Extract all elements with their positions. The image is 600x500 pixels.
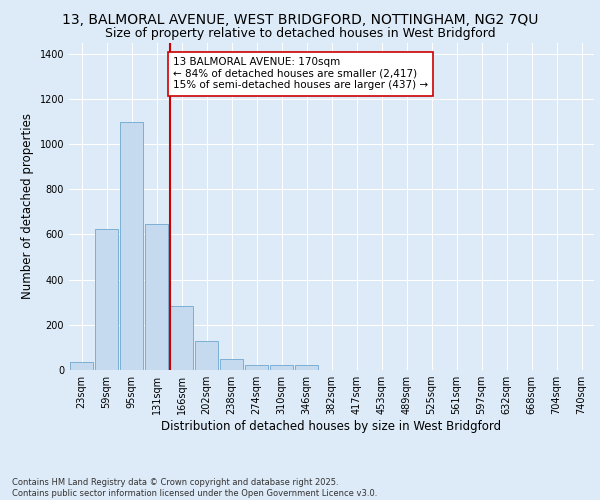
Bar <box>195 340 218 370</box>
Y-axis label: Number of detached properties: Number of detached properties <box>21 114 34 299</box>
X-axis label: Distribution of detached houses by size in West Bridgford: Distribution of detached houses by size … <box>161 420 502 433</box>
Bar <box>270 366 293 370</box>
Bar <box>295 366 318 370</box>
Bar <box>120 122 143 370</box>
Bar <box>220 358 243 370</box>
Text: Size of property relative to detached houses in West Bridgford: Size of property relative to detached ho… <box>104 28 496 40</box>
Text: 13, BALMORAL AVENUE, WEST BRIDGFORD, NOTTINGHAM, NG2 7QU: 13, BALMORAL AVENUE, WEST BRIDGFORD, NOT… <box>62 12 538 26</box>
Bar <box>70 362 93 370</box>
Bar <box>245 366 268 370</box>
Bar <box>95 229 118 370</box>
Text: Contains HM Land Registry data © Crown copyright and database right 2025.
Contai: Contains HM Land Registry data © Crown c… <box>12 478 377 498</box>
Bar <box>145 224 168 370</box>
Bar <box>170 306 193 370</box>
Text: 13 BALMORAL AVENUE: 170sqm
← 84% of detached houses are smaller (2,417)
15% of s: 13 BALMORAL AVENUE: 170sqm ← 84% of deta… <box>173 57 428 90</box>
